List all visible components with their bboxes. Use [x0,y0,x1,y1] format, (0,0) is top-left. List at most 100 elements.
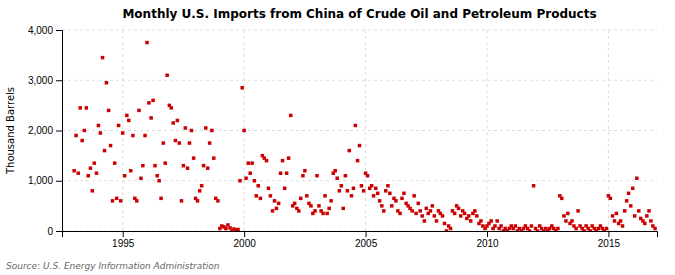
point [382,209,386,213]
point [86,174,90,178]
point [317,204,321,208]
point [402,192,406,196]
point [374,187,378,191]
point [285,171,289,175]
point [113,161,117,165]
point [380,204,384,208]
point [121,131,125,135]
point [329,199,333,203]
tick-label: 2010 [476,238,499,249]
point [530,224,534,228]
point [289,114,293,118]
point [125,114,129,118]
point [247,161,251,165]
point [360,184,364,188]
point [323,194,327,198]
point [145,41,149,45]
tick: 2010 [476,231,499,249]
tick-mark [123,231,124,237]
point [469,219,473,223]
point [129,169,133,173]
point [299,197,303,201]
point [386,184,390,188]
point [493,224,497,228]
point [149,116,153,120]
point [400,197,404,201]
grid-line-y [62,180,657,181]
point [570,219,574,223]
point [410,209,414,213]
point [238,179,242,183]
point [536,229,540,231]
point [348,149,352,153]
point [271,209,275,213]
point [196,199,200,203]
grid-line-y [62,30,657,31]
point [653,227,657,231]
point [560,197,564,201]
point [99,131,103,135]
point [216,199,220,203]
tick-mark [56,131,62,132]
point [287,156,291,160]
point [256,184,260,188]
point [259,197,263,201]
point [281,159,285,163]
point [208,141,212,145]
point [350,194,354,198]
point [459,214,463,218]
point [394,199,398,203]
point [162,141,166,145]
point [414,212,418,216]
tick-mark [244,231,245,237]
point [556,227,560,231]
tick-label: 0 [47,226,53,237]
point [435,219,439,223]
point [95,171,99,175]
point [93,161,97,165]
point [226,223,230,227]
point [143,134,147,138]
point [184,126,188,130]
tick: 0 [47,226,62,237]
point [609,197,613,201]
point [153,164,157,168]
point [325,212,329,216]
point [297,209,301,213]
tick: 2,000 [28,125,62,136]
point [564,219,568,223]
point [117,124,121,128]
point [574,227,578,231]
grid-line-x [608,30,609,231]
point [255,194,258,198]
point [366,174,370,178]
point [582,229,586,231]
tick: 2005 [355,231,378,249]
point [83,129,87,133]
tick-label: 2005 [355,238,378,249]
point [313,209,317,213]
grid-line-x [487,30,488,231]
point [649,219,653,223]
point [335,176,339,180]
y-axis: 01,0002,0003,0004,000 [28,25,63,237]
point [588,229,592,231]
point [115,197,119,201]
grid-line-y [62,130,657,131]
point [629,204,633,208]
point [107,109,111,113]
tick-mark [608,231,609,237]
point [137,109,141,113]
point [633,214,637,218]
point [344,174,348,178]
point [78,106,82,110]
point [244,176,248,180]
point [418,209,422,213]
point [473,209,477,213]
point [303,169,307,173]
point [333,169,337,173]
point [198,189,202,193]
point [356,159,360,163]
point [566,212,570,216]
point [433,214,437,218]
